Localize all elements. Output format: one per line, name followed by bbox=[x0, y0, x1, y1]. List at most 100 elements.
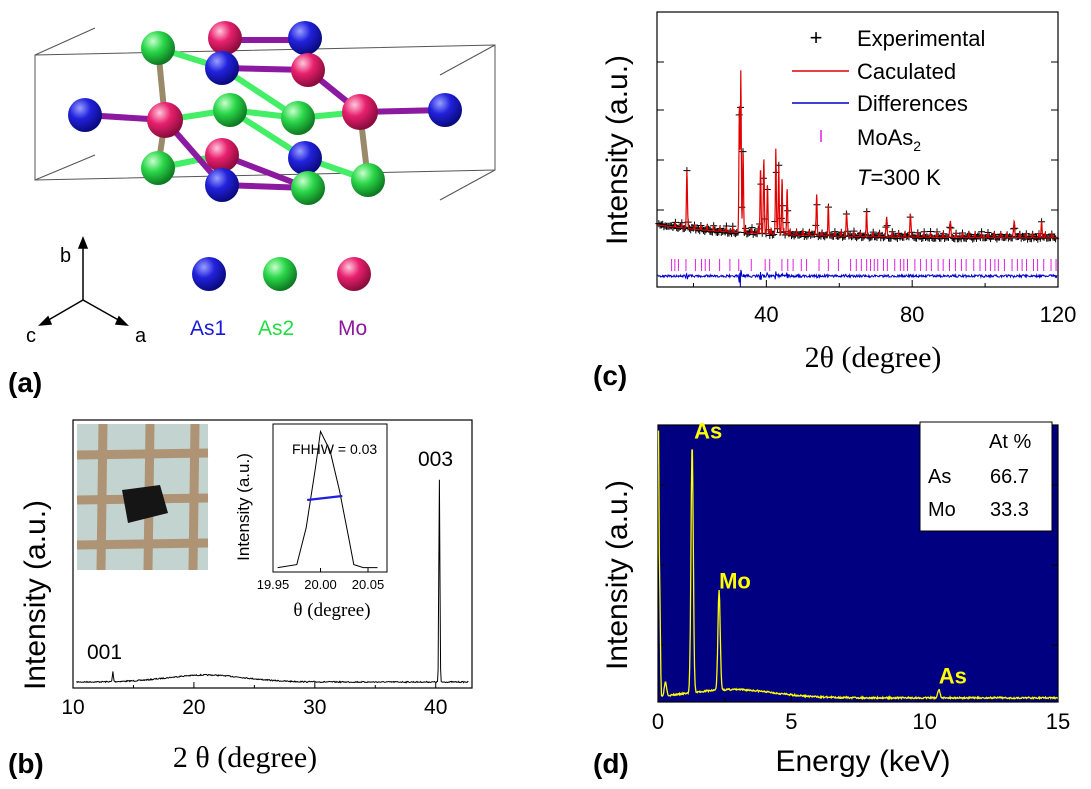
edx-trace bbox=[657, 430, 1059, 701]
atoms bbox=[68, 21, 462, 205]
atom-as2 bbox=[281, 101, 315, 135]
x-tick-label: 20 bbox=[182, 696, 205, 719]
composition-table: At % As 66.7 Mo 33.3 bbox=[919, 421, 1053, 532]
unit-cell-box bbox=[34, 27, 496, 201]
edx-plot: 0 5 10 15 As Mo As bbox=[652, 419, 1070, 734]
fwhm-bar bbox=[307, 494, 343, 502]
plot-frame bbox=[656, 11, 1059, 288]
inset-x-tick-label: 19.95 bbox=[257, 577, 290, 592]
atom-mo bbox=[205, 138, 239, 172]
x-axis-label: Energy (keV) bbox=[775, 745, 950, 778]
table-header: At % bbox=[989, 431, 1031, 453]
axis-label-a: a bbox=[135, 325, 147, 347]
atom-as1 bbox=[288, 21, 322, 55]
table-value-as: 66.7 bbox=[990, 466, 1029, 488]
peak-label-003: 003 bbox=[418, 448, 453, 471]
experimental-point bbox=[1052, 235, 1060, 243]
legend-label-mo: Mo bbox=[338, 317, 367, 340]
differences-line bbox=[657, 269, 1058, 287]
x-tick-label: 5 bbox=[785, 709, 797, 734]
y-axis-label: Intensity (a.u.) bbox=[601, 480, 634, 670]
atom-mo bbox=[147, 102, 183, 138]
inset-x-tick-label: 20.00 bbox=[304, 577, 337, 592]
atom-as2 bbox=[141, 31, 175, 65]
xrd-trace bbox=[76, 479, 469, 684]
peak-label: As bbox=[939, 664, 967, 689]
x-tick-label: 10 bbox=[912, 709, 936, 734]
atom-as1 bbox=[68, 98, 102, 132]
axes-triad bbox=[38, 235, 129, 326]
inset-trace bbox=[277, 429, 378, 569]
inset-x-label: θ (degree) bbox=[293, 600, 370, 621]
atom-as2 bbox=[141, 151, 175, 185]
x-tick-label: 40 bbox=[424, 696, 447, 719]
axis-label-c: c bbox=[26, 325, 36, 347]
panel-b: 003 001 Intensity (a.u.) 2 θ (degree) (b… bbox=[0, 405, 545, 784]
xrd-refinement-chart: 40 80 120 + Experimental Caculated Differe… bbox=[593, 11, 1077, 391]
legend-swatch-as1 bbox=[192, 257, 226, 291]
atom-as1 bbox=[208, 21, 242, 55]
legend-swatch-mo bbox=[337, 257, 371, 291]
temperature-annotation: T=300 K bbox=[857, 165, 941, 190]
peak-label-001: 001 bbox=[87, 641, 122, 664]
panel-a: b c a As1 As2 Mo (a) bbox=[0, 0, 540, 400]
chart-legend: + Experimental Caculated Differences MoA… bbox=[792, 25, 985, 190]
x-tick-label: 40 bbox=[754, 302, 778, 327]
legend-label-as1: As1 bbox=[190, 317, 226, 340]
x-tick-label: 0 bbox=[652, 709, 664, 734]
experimental-point bbox=[790, 232, 798, 240]
xrd-single-crystal-chart: 003 001 Intensity (a.u.) 2 θ (degree) (b… bbox=[8, 419, 473, 779]
inset-x-tick-label: 20.05 bbox=[352, 577, 385, 592]
atom-as1 bbox=[288, 141, 322, 175]
atom-as1 bbox=[205, 168, 239, 202]
panel-label-b: (b) bbox=[8, 748, 44, 779]
legend-moas2: MoAs2 bbox=[857, 125, 921, 154]
legend-differences: Differences bbox=[857, 91, 968, 116]
panel-label-d: (d) bbox=[593, 748, 629, 779]
peak-label: Mo bbox=[719, 568, 751, 593]
peak-label: As bbox=[694, 419, 722, 444]
atom-as2 bbox=[351, 163, 385, 197]
panel-label-c: (c) bbox=[593, 360, 627, 391]
atom-legend: As1 As2 Mo bbox=[190, 257, 371, 340]
atom-as2 bbox=[291, 171, 325, 205]
plot-frame bbox=[72, 419, 473, 689]
refinement-plot: 40 80 120 bbox=[655, 11, 1077, 327]
x-tick-label: 15 bbox=[1046, 709, 1070, 734]
y-axis-label: Intensity (a.u.) bbox=[601, 55, 634, 245]
axis-label-b: b bbox=[60, 245, 71, 267]
atom-as1 bbox=[205, 51, 239, 85]
legend-label-as2: As2 bbox=[258, 317, 294, 340]
legend-swatch-as2 bbox=[263, 257, 297, 291]
legend-marker-experimental: + bbox=[810, 25, 823, 50]
calculated-line bbox=[657, 70, 1058, 239]
atom-as2 bbox=[213, 93, 247, 127]
crystal-photo bbox=[76, 423, 209, 571]
panel-label-a: (a) bbox=[8, 367, 42, 398]
main-plot: 10 20 30 40 bbox=[61, 419, 473, 719]
table-value-mo: 33.3 bbox=[990, 499, 1029, 521]
x-tick-label: 120 bbox=[1040, 302, 1077, 327]
x-tick-label: 10 bbox=[61, 696, 84, 719]
panel-c: 40 80 120 + Experimental Caculated Differe… bbox=[545, 0, 1091, 400]
bonds bbox=[82, 37, 448, 191]
atom-mo bbox=[291, 53, 325, 87]
x-tick-label: 80 bbox=[900, 302, 924, 327]
x-axis-label: 2 θ (degree) bbox=[173, 741, 317, 774]
experimental-point bbox=[768, 231, 776, 239]
inset-plot: 19.95 20.00 20.05 bbox=[257, 423, 388, 592]
inset-y-label: Intensity (a.u.) bbox=[234, 453, 253, 561]
inset-annotation: FHHW = 0.03 bbox=[292, 441, 377, 457]
x-axis-label: 2θ (degree) bbox=[805, 341, 942, 374]
bragg-ticks bbox=[671, 259, 1057, 271]
atom-as1 bbox=[428, 93, 462, 127]
table-element-mo: Mo bbox=[928, 499, 956, 521]
experimental-point bbox=[918, 235, 926, 242]
experimental-point bbox=[969, 235, 977, 243]
table-element-as: As bbox=[928, 466, 951, 488]
x-tick-label: 30 bbox=[303, 696, 326, 719]
experimental-point bbox=[803, 232, 811, 240]
legend-calculated: Caculated bbox=[857, 59, 956, 84]
edx-spectrum-chart: 0 5 10 15 As Mo As At % As 66.7 Mo 33.3 Intens… bbox=[593, 419, 1070, 779]
legend-experimental: Experimental bbox=[857, 26, 985, 51]
